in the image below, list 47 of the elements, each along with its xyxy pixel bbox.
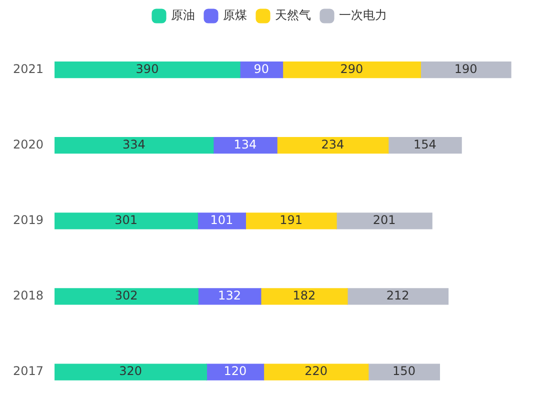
- bar: [347, 288, 449, 305]
- bar: [213, 137, 278, 154]
- data-label: 120: [224, 364, 247, 378]
- legend-label: 天然气: [275, 8, 311, 22]
- bar: [368, 364, 440, 380]
- y-tick-label: 2017: [12, 364, 44, 378]
- data-label: 390: [136, 62, 159, 76]
- legend-label: 原煤: [223, 8, 247, 22]
- legend-label: 原油: [171, 8, 195, 22]
- data-label: 290: [340, 62, 364, 76]
- data-label: 334: [122, 137, 146, 152]
- bar: [54, 364, 208, 380]
- data-label: 320: [119, 364, 142, 378]
- bar: [245, 212, 337, 230]
- data-label: 134: [234, 137, 257, 152]
- data-label: 154: [413, 137, 436, 152]
- bar: [282, 61, 421, 78]
- bar: [54, 137, 214, 154]
- data-label: 234: [321, 137, 344, 152]
- bar: [263, 364, 369, 380]
- y-tick-label: 2018: [12, 288, 44, 303]
- y-tick-label: 2020: [12, 137, 44, 152]
- data-label: 190: [454, 62, 478, 76]
- y-tick-label: 2019: [12, 213, 44, 228]
- bar: [54, 288, 198, 305]
- data-label: 220: [304, 364, 328, 378]
- legend-label: 一次电力: [339, 8, 387, 22]
- bar: [388, 137, 462, 154]
- bar: [420, 61, 512, 78]
- data-label: 201: [372, 213, 396, 228]
- bar: [198, 288, 262, 305]
- data-label: 191: [280, 213, 303, 228]
- data-label: 302: [114, 288, 138, 303]
- bar: [54, 61, 240, 78]
- data-label: 90: [254, 62, 270, 76]
- y-tick-label: 2021: [12, 62, 44, 76]
- bar: [336, 212, 432, 230]
- data-label: 301: [114, 213, 138, 228]
- data-label: 132: [218, 288, 241, 303]
- bar: [206, 364, 264, 380]
- data-label: 150: [392, 364, 416, 378]
- bar: [54, 212, 198, 230]
- bar: [276, 137, 389, 154]
- data-label: 182: [292, 288, 316, 303]
- data-label: 212: [386, 288, 410, 303]
- bar: [260, 288, 348, 305]
- data-label: 101: [210, 213, 234, 228]
